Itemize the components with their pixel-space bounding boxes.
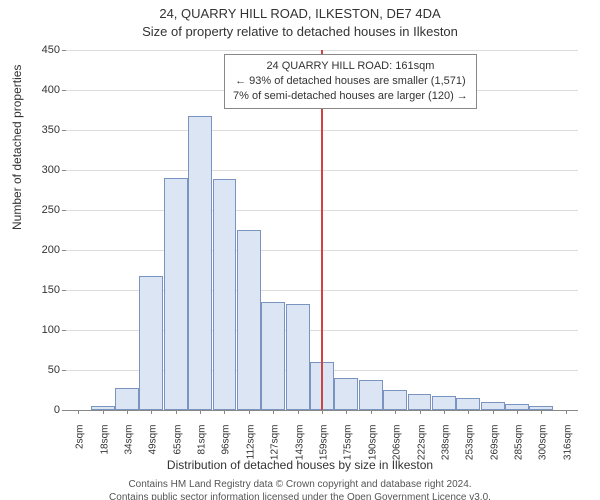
histogram-bar bbox=[139, 276, 163, 410]
xtick-mark bbox=[395, 410, 396, 414]
histogram-bar bbox=[115, 388, 139, 410]
ytick-label: 200 bbox=[10, 244, 60, 256]
xtick-label: 34sqm bbox=[123, 425, 134, 475]
xtick-mark bbox=[298, 410, 299, 414]
xtick-mark bbox=[566, 410, 567, 414]
ytick-label: 50 bbox=[10, 364, 60, 376]
ytick-mark bbox=[62, 370, 66, 371]
ytick-mark bbox=[62, 330, 66, 331]
histogram-bar bbox=[383, 390, 407, 410]
histogram-bar bbox=[261, 302, 285, 410]
xtick-label: 49sqm bbox=[148, 425, 159, 475]
xtick-mark bbox=[103, 410, 104, 414]
xtick-mark bbox=[420, 410, 421, 414]
ytick-label: 450 bbox=[10, 44, 60, 56]
xtick-mark bbox=[371, 410, 372, 414]
ytick-mark bbox=[62, 130, 66, 131]
ytick-label: 0 bbox=[10, 404, 60, 416]
xtick-label: 206sqm bbox=[392, 425, 403, 475]
xtick-mark bbox=[273, 410, 274, 414]
ytick-label: 150 bbox=[10, 284, 60, 296]
xtick-mark bbox=[151, 410, 152, 414]
ytick-label: 100 bbox=[10, 324, 60, 336]
ytick-label: 300 bbox=[10, 164, 60, 176]
ytick-mark bbox=[62, 410, 66, 411]
xtick-label: 222sqm bbox=[416, 425, 427, 475]
annotation-line1: 24 QUARRY HILL ROAD: 161sqm bbox=[233, 59, 468, 74]
ytick-mark bbox=[62, 210, 66, 211]
xtick-mark bbox=[127, 410, 128, 414]
xtick-mark bbox=[176, 410, 177, 414]
footer-line2: Contains public sector information licen… bbox=[0, 491, 600, 500]
annotation-line3: 7% of semi-detached houses are larger (1… bbox=[233, 89, 468, 104]
ytick-mark bbox=[62, 250, 66, 251]
histogram-bar bbox=[408, 394, 432, 410]
ytick-label: 400 bbox=[10, 84, 60, 96]
xtick-mark bbox=[541, 410, 542, 414]
histogram-bar bbox=[456, 398, 480, 410]
xtick-label: 127sqm bbox=[270, 425, 281, 475]
footer-attribution: Contains HM Land Registry data © Crown c… bbox=[0, 478, 600, 500]
ytick-mark bbox=[62, 90, 66, 91]
histogram-bar bbox=[286, 304, 310, 410]
title-main: 24, QUARRY HILL ROAD, ILKESTON, DE7 4DA bbox=[0, 6, 600, 21]
xtick-mark bbox=[493, 410, 494, 414]
ytick-mark bbox=[62, 50, 66, 51]
xtick-label: 159sqm bbox=[319, 425, 330, 475]
histogram-bar bbox=[237, 230, 261, 410]
annotation-line2: ← 93% of detached houses are smaller (1,… bbox=[233, 74, 468, 89]
histogram-bar bbox=[213, 179, 237, 410]
histogram-bar bbox=[481, 402, 505, 410]
xtick-label: 285sqm bbox=[514, 425, 525, 475]
xtick-label: 65sqm bbox=[172, 425, 183, 475]
xtick-label: 143sqm bbox=[294, 425, 305, 475]
xtick-label: 316sqm bbox=[562, 425, 573, 475]
annotation-box: 24 QUARRY HILL ROAD: 161sqm ← 93% of det… bbox=[224, 54, 477, 109]
histogram-bar bbox=[432, 396, 456, 410]
xtick-mark bbox=[78, 410, 79, 414]
xtick-label: 18sqm bbox=[99, 425, 110, 475]
histogram-bar bbox=[359, 380, 383, 410]
xtick-label: 112sqm bbox=[245, 425, 256, 475]
ytick-label: 350 bbox=[10, 124, 60, 136]
xtick-label: 2sqm bbox=[75, 425, 86, 475]
ytick-label: 250 bbox=[10, 204, 60, 216]
histogram-bar bbox=[334, 378, 358, 410]
title-sub: Size of property relative to detached ho… bbox=[0, 24, 600, 39]
ytick-mark bbox=[62, 170, 66, 171]
xtick-mark bbox=[322, 410, 323, 414]
xtick-label: 253sqm bbox=[465, 425, 476, 475]
xtick-mark bbox=[517, 410, 518, 414]
xtick-label: 238sqm bbox=[440, 425, 451, 475]
xtick-label: 175sqm bbox=[343, 425, 354, 475]
xtick-label: 269sqm bbox=[489, 425, 500, 475]
xtick-mark bbox=[468, 410, 469, 414]
ytick-mark bbox=[62, 290, 66, 291]
histogram-bar bbox=[164, 178, 188, 410]
xtick-mark bbox=[224, 410, 225, 414]
xtick-mark bbox=[444, 410, 445, 414]
chart-container: 24, QUARRY HILL ROAD, ILKESTON, DE7 4DA … bbox=[0, 0, 600, 500]
xtick-label: 81sqm bbox=[197, 425, 208, 475]
footer-line1: Contains HM Land Registry data © Crown c… bbox=[0, 478, 600, 491]
histogram-bar bbox=[188, 116, 212, 410]
xtick-label: 300sqm bbox=[538, 425, 549, 475]
xtick-label: 96sqm bbox=[221, 425, 232, 475]
xtick-mark bbox=[249, 410, 250, 414]
xtick-label: 190sqm bbox=[367, 425, 378, 475]
xtick-mark bbox=[346, 410, 347, 414]
xtick-mark bbox=[200, 410, 201, 414]
plot-area: 24 QUARRY HILL ROAD: 161sqm ← 93% of det… bbox=[66, 50, 578, 410]
